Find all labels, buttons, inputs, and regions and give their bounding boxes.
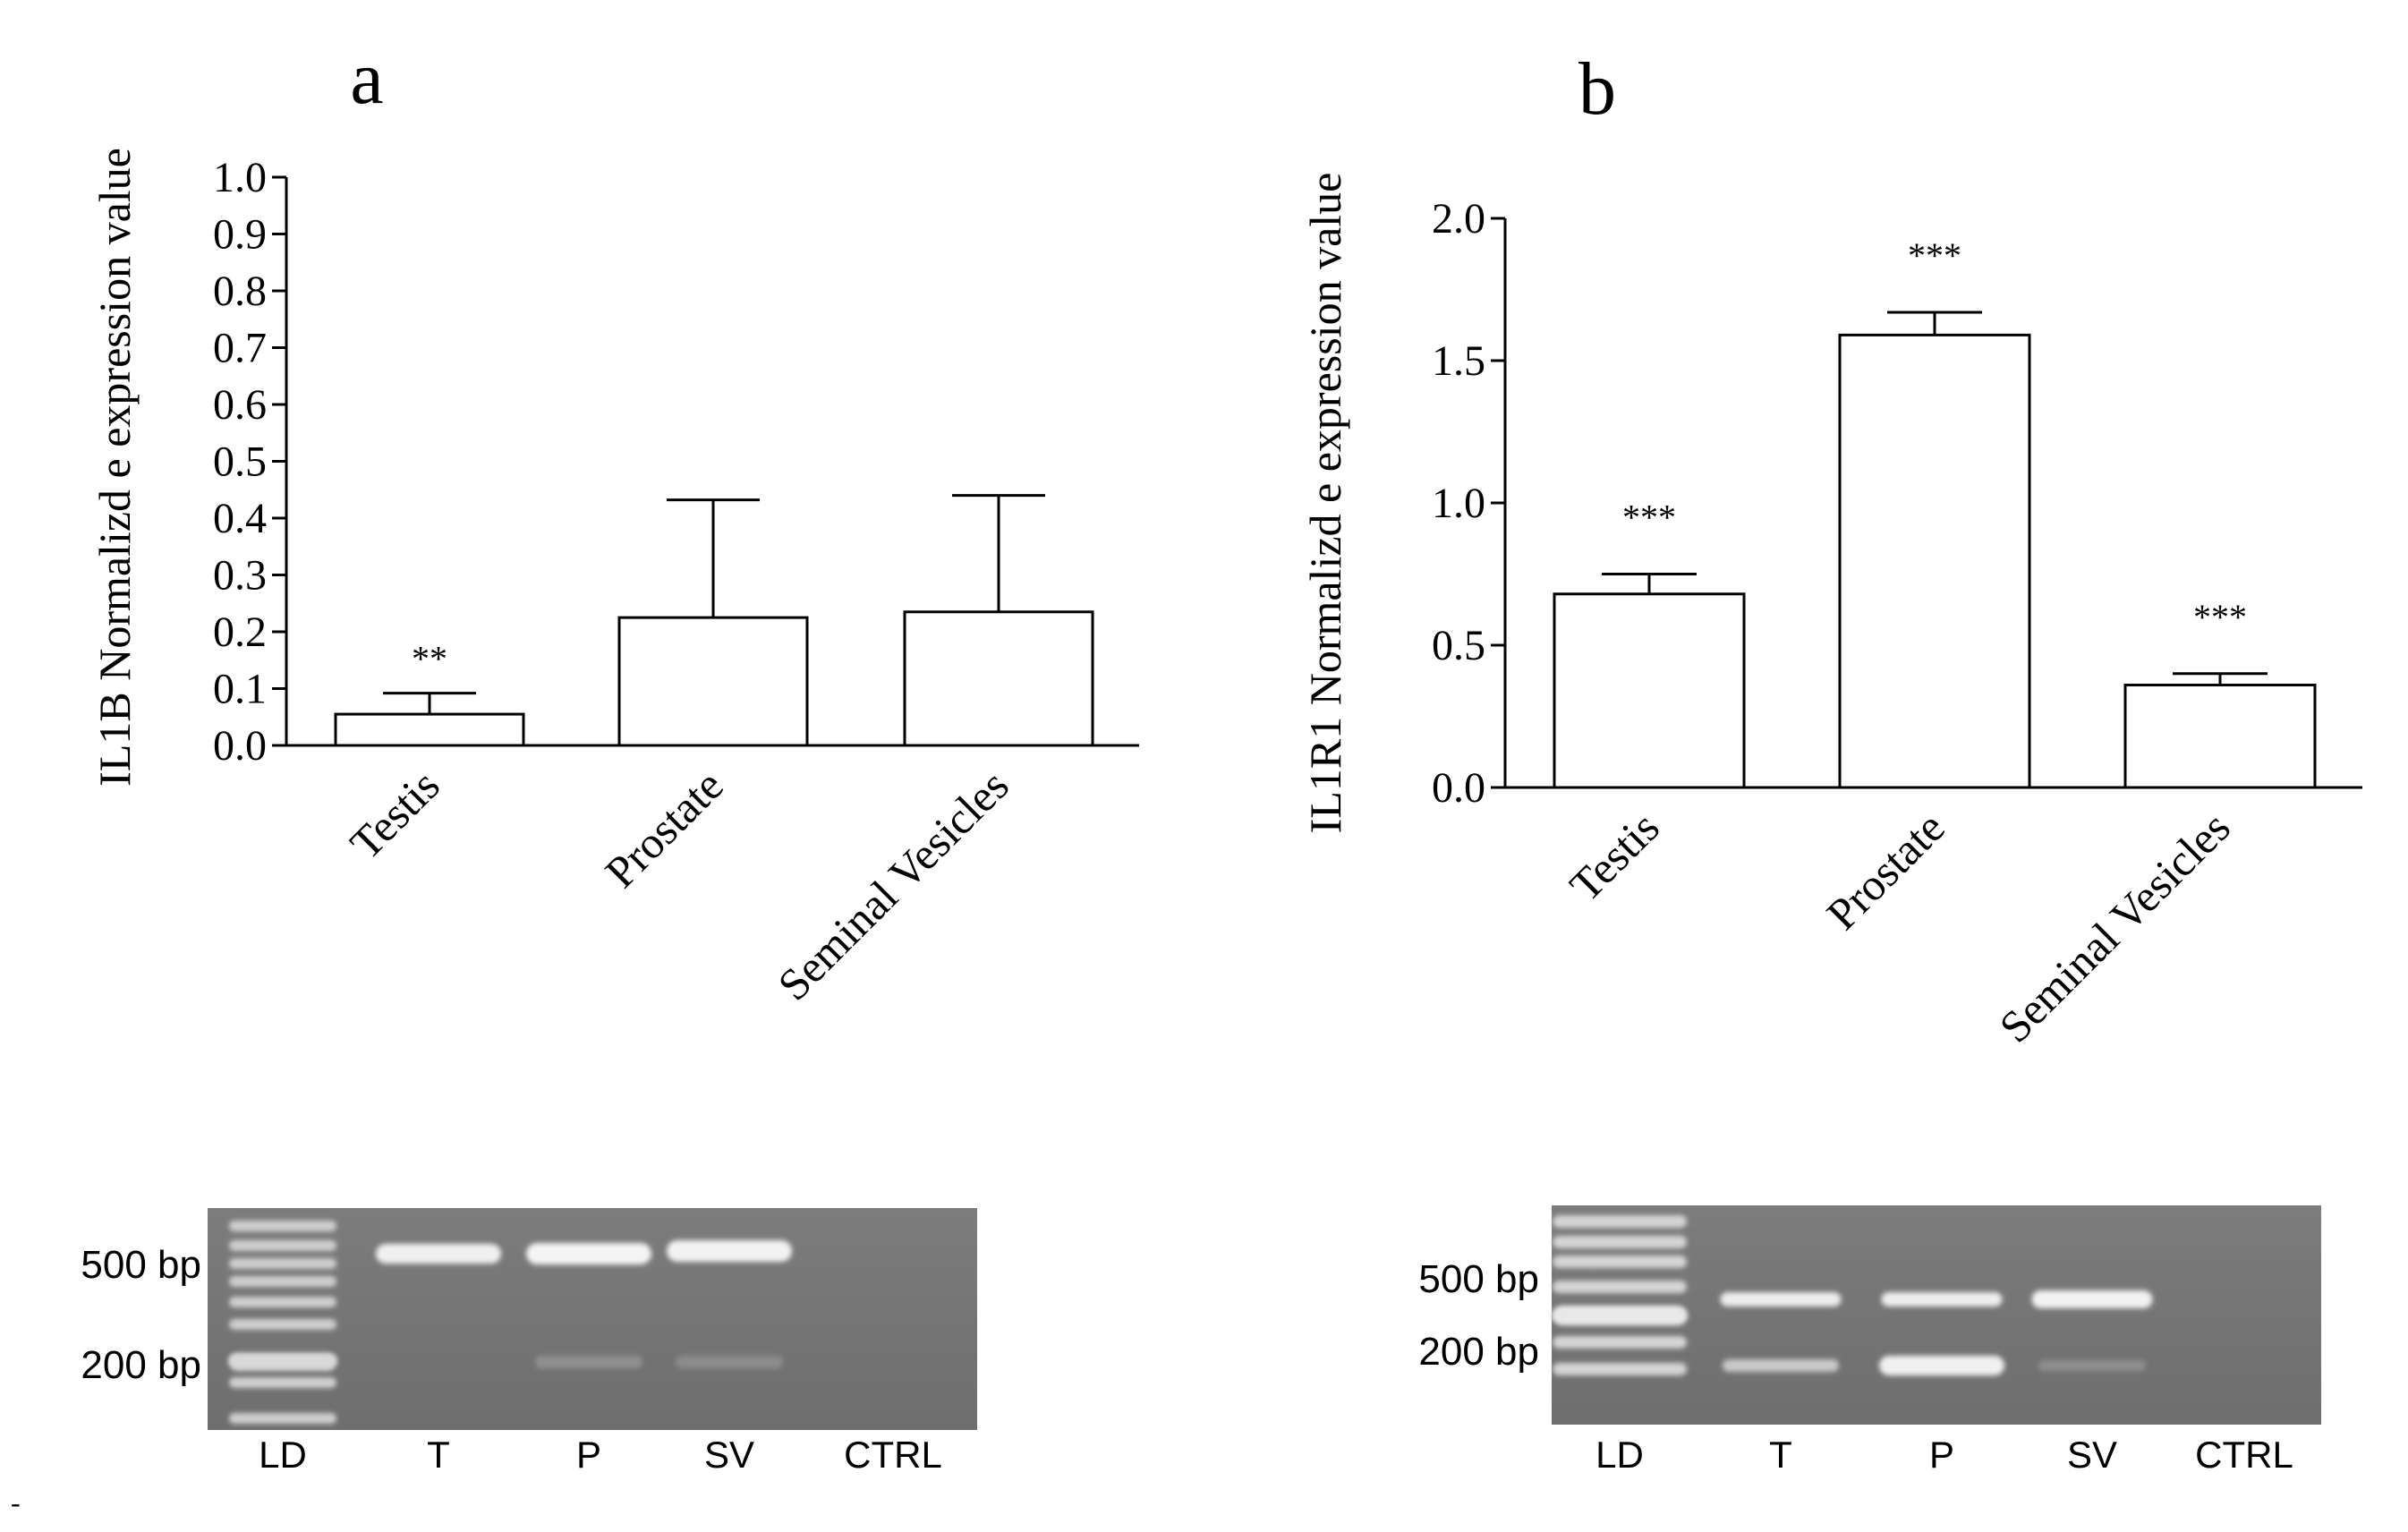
panel-b-category-label: Testis <box>1560 802 1669 911</box>
gel-b-band <box>1881 1292 2003 1306</box>
panel-a-y-tick-label: 0.1 <box>213 666 267 713</box>
gel-a-ladder-band <box>229 1221 336 1231</box>
gel-b-band <box>2031 1290 2153 1308</box>
gel-b-band <box>2038 1360 2146 1371</box>
panel-a-y-tick-label: 0.0 <box>213 722 267 770</box>
panel-a-category-label: Testis <box>340 760 449 869</box>
gel-b-marker-200: 200 bp <box>1418 1330 1539 1374</box>
gel-a-lane-t: T <box>427 1434 450 1476</box>
panel-a-y-tick-label: 0.4 <box>213 495 267 542</box>
panel-a-y-tick-label: 1.0 <box>213 154 267 201</box>
gel-a-band <box>535 1356 642 1368</box>
gel-a-band <box>667 1240 792 1262</box>
gel-a-ladder-band <box>229 1297 336 1307</box>
panel-a-y-tick-label: 0.5 <box>213 438 267 486</box>
gel-a-lane-ctrl: CTRL <box>844 1434 942 1476</box>
panel-b-significance-label: *** <box>2193 597 2247 637</box>
panel-a-category-label: Prostate <box>595 760 733 898</box>
gel-a-band <box>376 1244 501 1264</box>
gel-b-ladder-band <box>1553 1363 1687 1375</box>
gel-a-ladder-band <box>229 1377 336 1388</box>
panel-b-category-label: Prostate <box>1817 802 1954 940</box>
gel-b-lane-ctrl: CTRL <box>2195 1434 2293 1476</box>
panel-a-y-tick-label: 0.6 <box>213 381 267 429</box>
gel-a-ladder-band <box>229 1353 336 1371</box>
panel-a-y-tick-label: 0.7 <box>213 325 267 372</box>
gel-a-ladder-band <box>229 1240 336 1251</box>
gel-a-band <box>526 1243 651 1264</box>
gel-a-ladder-band <box>229 1413 336 1424</box>
panel-a-y-tick-label: 0.2 <box>213 609 267 656</box>
gel-a-marker-500: 500 bp <box>81 1243 201 1287</box>
panel-b-significance-label: *** <box>1908 235 1961 276</box>
gel-b-band <box>1879 1356 2004 1375</box>
gel-b-bands <box>1553 1215 2153 1375</box>
panel-a-marks: 0.0 0.1 0.2 0.3 0.4 0.5 0.6 0.7 0.8 0.9 1.0 ** Testi… <box>213 154 1139 1010</box>
gel-b-marker-500: 500 bp <box>1418 1257 1539 1301</box>
gel-b-lane-p: P <box>1929 1434 1954 1476</box>
gel-b-lane-sv: SV <box>2067 1434 2117 1476</box>
panel-b-letter: b <box>1578 47 1616 131</box>
gel-b-ladder-band <box>1553 1281 1687 1293</box>
panel-b-y-tick-label: 0.5 <box>1432 622 1485 669</box>
gel-b-lane-ld: LD <box>1595 1434 1644 1476</box>
panel-a-bar <box>617 616 809 747</box>
gel-b-ladder-band <box>1553 1215 1687 1228</box>
panel-b-y-tick-label: 0.0 <box>1432 764 1485 812</box>
gel-a-marker-200: 200 bp <box>81 1343 201 1387</box>
gel-a-ladder-band <box>229 1319 336 1330</box>
panel-b-y-tick-label: 1.0 <box>1432 480 1485 527</box>
gel-a-bands <box>229 1221 792 1424</box>
panel-a-y-tick-label: 0.8 <box>213 268 267 315</box>
panel-b-category-label: Seminal Vesicles <box>1989 802 2240 1052</box>
gel-b-ladder-band <box>1553 1236 1687 1248</box>
gel-a-lane-sv: SV <box>704 1434 754 1476</box>
panel-b-y-tick-label: 1.5 <box>1432 337 1485 385</box>
gel-a-lane-ld: LD <box>259 1434 307 1476</box>
panel-b-y-axis-label: IL1R1 Normalizd e expression value <box>1300 173 1350 834</box>
gel-a: 500 bp 200 bp LD T P SV CTRL <box>81 1208 977 1476</box>
gel-b: 500 bp 200 bp LD T P SV CTRL <box>1418 1205 2321 1476</box>
footer-mark: - <box>11 1486 21 1519</box>
gel-b-lane-t: T <box>1769 1434 1792 1476</box>
panel-b-bar <box>1838 333 2031 789</box>
panel-a-letter: a <box>350 37 383 120</box>
gel-b-ladder-band <box>1553 1306 1687 1325</box>
panel-a-y-axis-label: IL1B Normalizd e expression value <box>89 148 140 787</box>
gel-b-band <box>1720 1292 1842 1306</box>
gel-b-band <box>1723 1359 1839 1372</box>
gel-a-ladder-band <box>229 1276 336 1287</box>
panel-b-marks: 0.0 0.5 1.0 1.5 2.0 *** Testis *** Prostate *** Se… <box>1432 195 2362 1052</box>
gel-a-band <box>676 1356 783 1368</box>
panel-a-y-tick-label: 0.9 <box>213 211 267 259</box>
panel-a-bar <box>903 610 1094 747</box>
panel-b-chart: b IL1R1 Normalizd e expression value 0.0… <box>1300 47 2362 1052</box>
panel-b-significance-label: *** <box>1622 498 1676 538</box>
gel-b-ladder-band <box>1553 1336 1687 1349</box>
panel-a-chart: a IL1B Normalizd e expression value 0.00… <box>89 37 1139 1010</box>
panel-b-bar <box>2123 684 2317 789</box>
gel-a-lane-p: P <box>576 1434 601 1476</box>
gel-b-ladder-band <box>1553 1255 1687 1268</box>
panel-b-bar <box>1553 592 1746 789</box>
panel-a-significance-label: ** <box>412 639 447 679</box>
panel-a-bar <box>334 712 525 747</box>
panel-a-y-tick-label: 0.3 <box>213 552 267 600</box>
panel-b-y-tick-label: 2.0 <box>1432 195 1485 243</box>
gel-a-ladder-band <box>229 1258 336 1269</box>
panel-a-category-label: Seminal Vesicles <box>768 760 1018 1010</box>
